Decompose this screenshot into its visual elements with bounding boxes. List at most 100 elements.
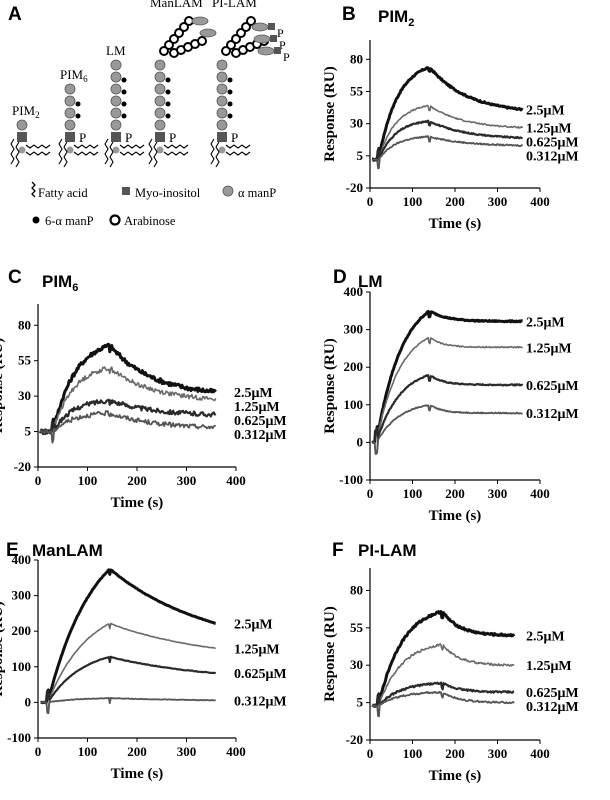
arabinose-icon <box>246 16 256 26</box>
y-tick-label: 100 <box>12 659 32 674</box>
six-alpha-manp-icon <box>32 216 40 224</box>
alpha-manp-icon <box>191 16 209 26</box>
phosphate-label: P <box>125 130 132 145</box>
legend-myo-inositol: Myo-inositol <box>135 186 201 200</box>
y-tick-label: 0 <box>357 434 364 449</box>
phosphate-label: P <box>169 130 176 145</box>
six-alpha-manp-icon <box>121 113 127 119</box>
x-tick-label: 0 <box>35 473 42 488</box>
myo-inositol-icon <box>122 187 130 195</box>
x-tick-label: 300 <box>177 473 197 488</box>
phosphate-label: P <box>277 26 284 40</box>
series-line-0.625μM <box>371 374 524 444</box>
series-line-1.25μM <box>372 336 523 455</box>
panel-a-letter: A <box>8 4 22 25</box>
panel-e-chart: E ManLAM -100 0 100 200 300 400 0 100 200 300 400 T… <box>0 540 287 782</box>
x-tick-label: 100 <box>403 746 423 761</box>
six-alpha-manp-icon <box>121 101 127 107</box>
panel-c-letter: C <box>8 267 22 288</box>
y-axis-label: Response (RU) <box>0 601 6 696</box>
phosphate-label: P <box>231 130 238 145</box>
x-axis-label: Time (s) <box>429 768 482 784</box>
panel-f-chart: F PI-LAM -20 5 30 55 80 0 100 200 300 400 Time (s)… <box>322 540 579 784</box>
alpha-manp-icon <box>253 34 271 44</box>
myo-inositol-icon <box>65 132 75 142</box>
x-axis-label: Time (s) <box>429 508 482 524</box>
myo-inositol-icon <box>111 132 121 142</box>
six-alpha-manp-icon <box>227 113 233 119</box>
x-tick-label: 400 <box>530 486 550 501</box>
legend-fatty-acid: Fatty acid <box>38 186 88 200</box>
series-line-0.625μM <box>40 655 217 704</box>
panel-b-letter: B <box>342 4 356 25</box>
series-line-2.5μM <box>371 310 524 444</box>
x-tick-label: 0 <box>367 194 374 209</box>
alpha-manp-icon <box>216 95 228 107</box>
series-line-0.312μM <box>371 135 524 170</box>
series-label: 2.5μM <box>526 629 565 644</box>
molecule-label: PIM6 <box>60 67 88 84</box>
alpha-manp-icon <box>110 83 122 95</box>
alpha-manp-icon <box>64 83 76 95</box>
series-line-0.625μM <box>371 681 515 708</box>
six-alpha-manp-icon <box>165 113 171 119</box>
series-label: 0.625μM <box>526 686 579 701</box>
phosphate-label: P <box>279 38 286 52</box>
series-line-1.25μM <box>40 622 216 714</box>
y-tick-label: 30 <box>350 657 363 672</box>
six-alpha-manp-icon <box>165 77 171 83</box>
x-tick-label: 100 <box>78 744 98 759</box>
panel-d-letter: D <box>333 267 347 288</box>
fatty-acid-icon <box>31 181 36 198</box>
molecule-label: LM <box>106 43 126 58</box>
myo-inositol-icon <box>217 132 227 142</box>
legend-six-alpha-manp: 6-α manP <box>45 214 94 228</box>
y-axis-label: Response (RU) <box>322 66 338 161</box>
x-tick-label: 100 <box>403 194 423 209</box>
series-label: 0.312μM <box>526 700 579 715</box>
alpha-manp-icon <box>154 107 166 119</box>
y-tick-label: 80 <box>350 51 363 66</box>
six-alpha-manp-icon <box>227 101 233 107</box>
series-label: 2.5μM <box>234 617 273 632</box>
y-axis-label: Response (RU) <box>0 338 6 433</box>
x-tick-label: 200 <box>127 473 147 488</box>
y-tick-label: -20 <box>14 459 31 474</box>
series-label: 0.312μM <box>526 150 579 165</box>
x-tick-label: 100 <box>403 486 423 501</box>
phosphate-label: P <box>79 130 86 145</box>
alpha-manp-icon <box>216 71 228 83</box>
legend-alpha-manp: α manP <box>238 186 276 200</box>
alpha-manp-icon <box>110 71 122 83</box>
alpha-manp-icon <box>110 95 122 107</box>
series-label: 2.5μM <box>526 104 565 119</box>
y-tick-label: 5 <box>357 695 364 710</box>
y-tick-label: 5 <box>25 424 32 439</box>
series-line-1.25μM <box>39 366 217 444</box>
alpha-manp-icon <box>218 146 226 154</box>
series-label: 0.312μM <box>234 428 287 443</box>
y-tick-label: 80 <box>18 317 31 332</box>
panel-c-title: PIM6 <box>42 272 78 294</box>
alpha-manp-icon <box>64 107 76 119</box>
molecule-manlam: P ManLAM <box>148 0 217 168</box>
y-tick-label: 0 <box>25 694 32 709</box>
x-tick-label: 300 <box>488 746 508 761</box>
y-tick-label: 80 <box>350 582 363 597</box>
six-alpha-manp-icon <box>75 113 81 119</box>
alpha-manp-icon <box>154 95 166 107</box>
x-tick-label: 0 <box>367 746 374 761</box>
panel-e-letter: E <box>6 540 19 561</box>
alpha-manp-icon <box>216 107 228 119</box>
x-tick-label: 200 <box>445 194 465 209</box>
molecule-label: PI-LAM <box>212 0 257 10</box>
series-line-0.312μM <box>371 690 515 718</box>
y-tick-label: -100 <box>339 472 363 487</box>
y-tick-label: 30 <box>18 388 31 403</box>
series-label: 0.312μM <box>234 694 287 709</box>
